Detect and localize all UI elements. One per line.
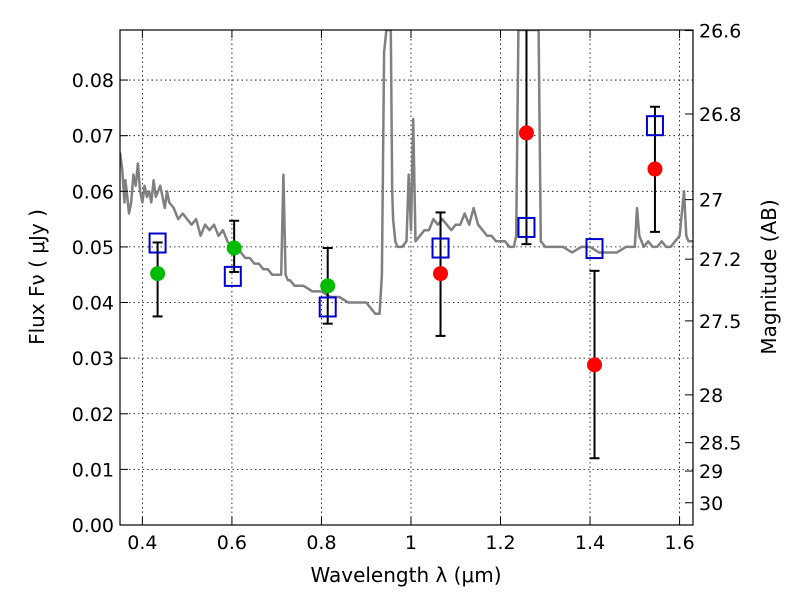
y-tick-label: 0.08 [72, 70, 114, 92]
x-tick-label: 1 [405, 532, 417, 554]
data-point [518, 125, 534, 141]
plot-frame [119, 29, 694, 526]
mag-tick-label: 26.8 [699, 104, 741, 126]
x-tick-label: 0.6 [217, 532, 247, 554]
model-photometry-square [148, 232, 167, 254]
y-tick-label: 0.07 [72, 126, 114, 148]
x-tick-label: 0.4 [127, 532, 157, 554]
y-tick-label: 0.06 [72, 181, 114, 203]
x-tick-label: 0.8 [306, 532, 336, 554]
mag-tick-label: 28 [699, 385, 723, 407]
mag-tick-label: 30 [699, 493, 723, 515]
data-point [320, 278, 336, 294]
model-photometry-square [318, 296, 337, 318]
model-photometry-square [223, 265, 242, 287]
data-point [150, 266, 166, 282]
x-axis-title: Wavelength λ (μm) [310, 563, 501, 587]
mag-tick-label: 27.2 [699, 249, 741, 271]
model-photometry-square [645, 115, 664, 137]
data-point [587, 357, 603, 373]
y-tick-label: 0.02 [72, 404, 114, 426]
model-photometry-square [517, 216, 536, 238]
mag-tick-label: 29 [699, 461, 723, 483]
y-tick-label: 0.01 [72, 459, 114, 481]
model-photometry-layer [148, 115, 664, 318]
model-photometry-square [585, 238, 604, 260]
y-tick-label: 0.00 [72, 515, 114, 537]
mag-tick-label: 27.5 [699, 311, 741, 333]
grid-lines [120, 30, 693, 525]
y-axis-title: Flux Fν ( μJy ) [25, 209, 49, 345]
data-points-layer [150, 125, 663, 373]
x-tick-label: 1.6 [664, 532, 694, 554]
model-sed-layer [120, 30, 693, 315]
y-tick-label: 0.03 [72, 348, 114, 370]
axis-ticks: 0.4 0.6 0.8 1 1.2 1.4 1.6 0.00 0.01 0.02 0.03 0.04 0… [72, 21, 742, 554]
y2-axis-title: Magnitude (AB) [757, 199, 781, 354]
y-tick-label: 0.04 [72, 293, 114, 315]
y-tick-label: 0.05 [72, 237, 114, 259]
mag-tick-label: 26.6 [699, 21, 741, 43]
model-sed-line [120, 30, 693, 315]
data-point [647, 161, 663, 177]
model-photometry-square [431, 237, 450, 259]
data-point [226, 240, 242, 256]
data-point [433, 266, 449, 282]
mag-tick-label: 28.5 [699, 433, 741, 455]
x-tick-label: 1.4 [575, 532, 605, 554]
x-tick-label: 1.2 [485, 532, 515, 554]
mag-tick-label: 27 [699, 190, 723, 212]
